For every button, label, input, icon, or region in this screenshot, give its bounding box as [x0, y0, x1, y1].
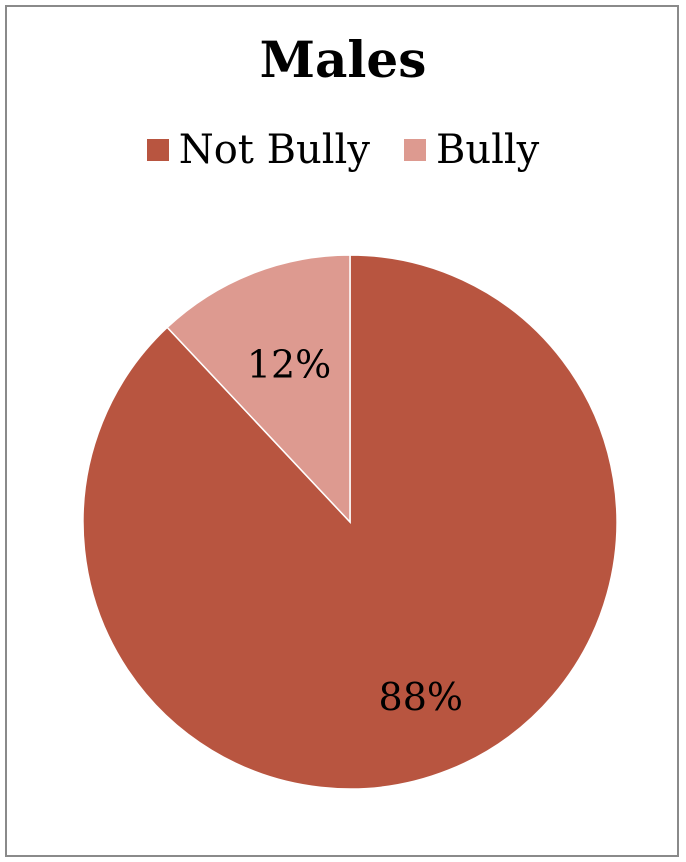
- chart-legend: Not Bully Bully: [0, 122, 686, 178]
- legend-item-bully: Bully: [403, 125, 540, 175]
- legend-label-bully: Bully: [435, 127, 540, 173]
- pie-slices: [82, 254, 618, 790]
- legend-item-not-bully: Not Bully: [146, 125, 370, 175]
- data-label-bully: 12%: [247, 343, 331, 387]
- chart-title: Males: [259, 30, 427, 89]
- legend-label-not-bully: Not Bully: [178, 127, 370, 173]
- data-label-not-bully: 88%: [379, 675, 463, 719]
- legend-swatch-bully: [403, 139, 426, 161]
- legend-swatch-not-bully: [146, 139, 169, 161]
- pie-slice-bully: [166, 254, 351, 524]
- pie-data-labels: 88% 12%: [247, 343, 463, 720]
